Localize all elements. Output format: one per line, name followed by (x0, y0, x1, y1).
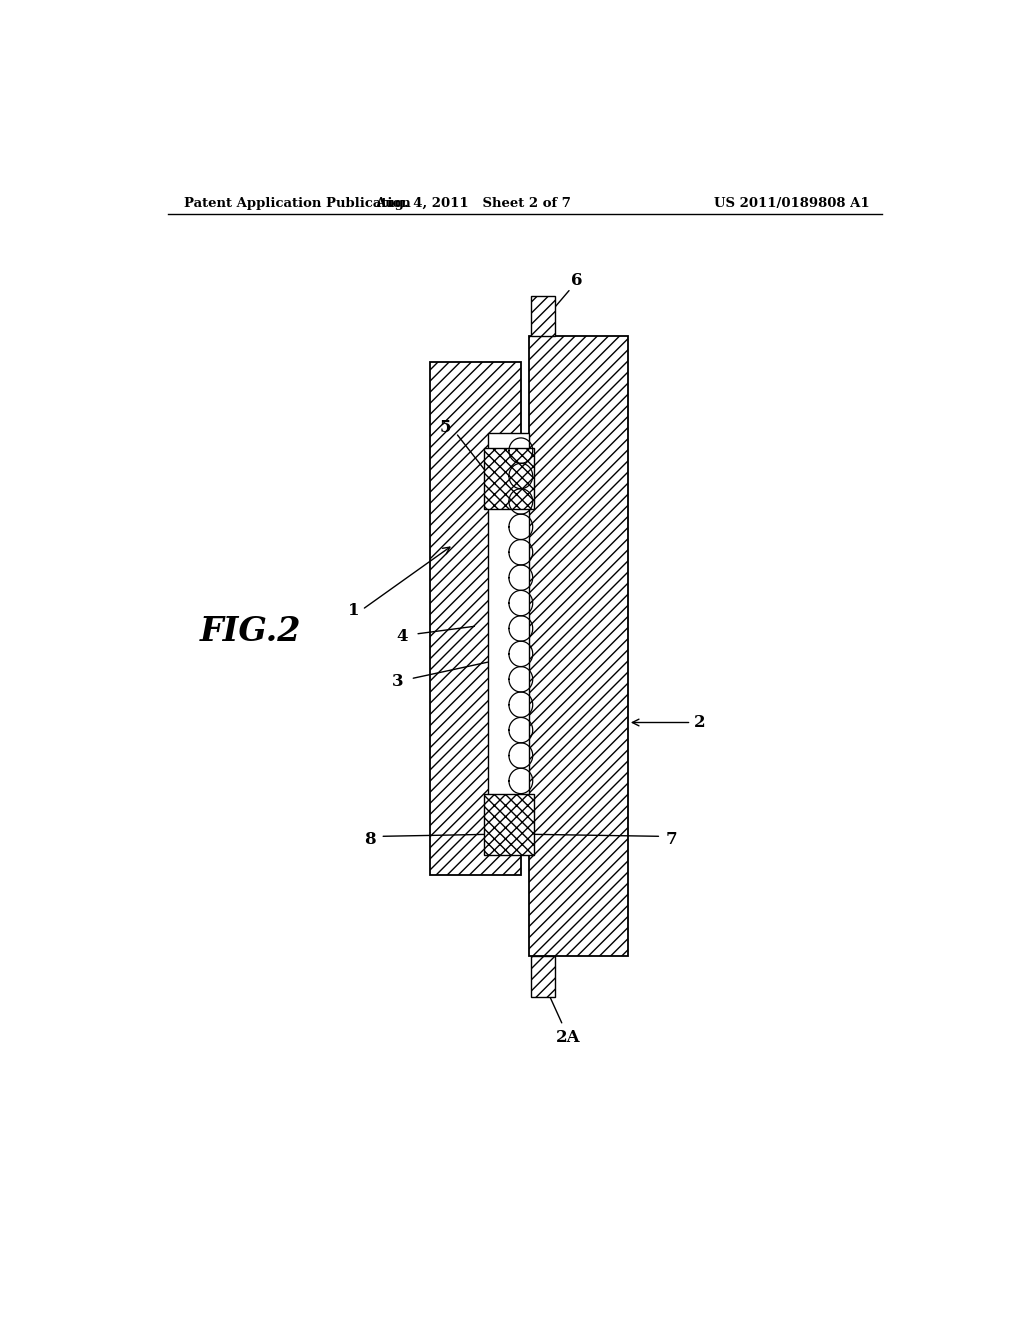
Text: 6: 6 (570, 272, 582, 289)
Text: 1: 1 (348, 602, 359, 619)
Bar (531, 956, 555, 997)
Text: FIG.2: FIG.2 (201, 615, 302, 648)
Bar (483, 447, 535, 510)
Text: 7: 7 (666, 830, 678, 847)
Text: 2A: 2A (556, 1030, 581, 1045)
Text: Aug. 4, 2011   Sheet 2 of 7: Aug. 4, 2011 Sheet 2 of 7 (375, 197, 571, 210)
Bar (483, 793, 535, 854)
Text: US 2011/0189808 A1: US 2011/0189808 A1 (715, 197, 870, 210)
Bar (487, 433, 528, 799)
Text: 4: 4 (396, 627, 408, 644)
Bar (531, 296, 555, 337)
Text: 3: 3 (392, 673, 403, 690)
Text: 2: 2 (693, 714, 706, 731)
Bar (430, 362, 521, 875)
Text: 5: 5 (439, 420, 452, 436)
Text: 8: 8 (365, 830, 376, 847)
Bar (528, 337, 628, 956)
Text: Patent Application Publication: Patent Application Publication (183, 197, 411, 210)
